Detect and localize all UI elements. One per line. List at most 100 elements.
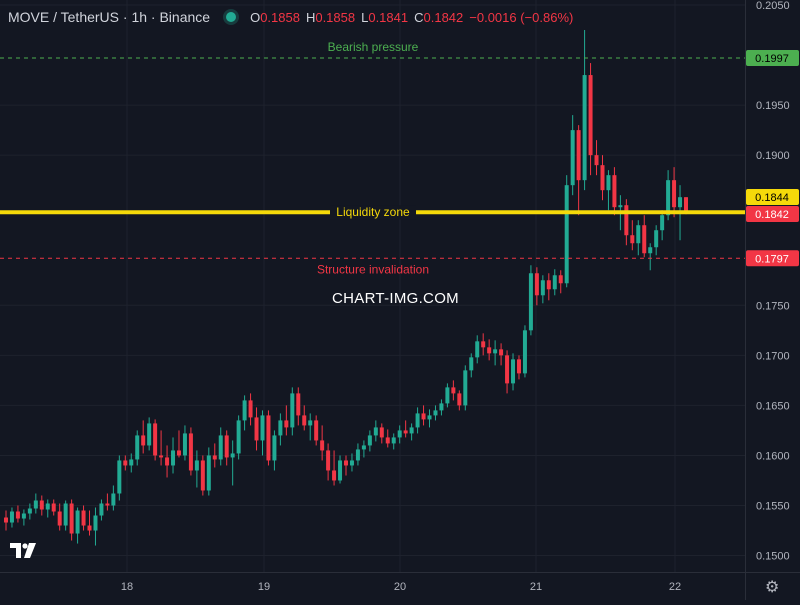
candle [660,210,665,241]
candle [81,505,86,531]
candle [540,275,545,304]
candle [636,220,641,256]
time-axis: 18 19 20 21 22 [121,581,681,593]
candle [379,423,384,444]
candle [439,399,444,416]
candle [147,417,152,451]
candle [9,507,14,528]
candle [648,243,653,271]
candle [361,440,366,458]
candle [594,140,599,176]
candle [57,503,62,531]
candle [373,420,378,442]
candle [218,427,223,466]
candle [445,383,450,408]
candle [236,415,241,460]
candle [21,509,26,526]
level-2[interactable]: Structure invalidation [0,257,745,276]
candle [200,455,205,496]
candle [212,443,217,468]
svg-text:0.1997: 0.1997 [755,53,789,65]
candle [397,425,402,444]
x-tick-label: 21 [530,581,542,593]
level-0[interactable]: Bearish pressure [0,40,745,59]
candle [153,419,158,461]
open-label: O [250,9,261,25]
price-tag-last: 0.1842 [746,206,799,222]
candle [135,430,140,466]
candle [427,409,432,428]
candle [159,430,164,466]
symbol-header: MOVE / TetherUS · 1h · Binance O 0.1858 … [8,7,573,27]
candle [314,415,319,446]
candle [338,455,343,484]
symbol-title[interactable]: MOVE / TetherUS · 1h · Binance [8,9,211,25]
close-label: C [414,9,424,25]
candle [33,493,38,514]
x-tick-label: 18 [121,581,133,593]
candle [284,405,289,436]
grid-lines [0,0,745,572]
candle [582,30,587,191]
candle [505,350,510,394]
candle [242,395,247,431]
candle [39,495,44,516]
level-1[interactable]: Liquidity zone [0,205,745,220]
candle [451,380,456,401]
candle [296,387,301,426]
candle [15,505,20,523]
candle [176,430,181,458]
candle [534,267,539,306]
candle [188,427,193,476]
candle [469,353,474,378]
candle [564,175,569,288]
candle [105,493,110,511]
price-tag-liquidity: 0.1844 [746,189,799,205]
candle [75,507,80,544]
candle [326,443,331,481]
level-label: Bearish pressure [328,40,419,54]
candle [182,425,187,461]
candle [99,499,104,521]
candle [481,333,486,356]
horizontal-levels: Bearish pressure Liquidity zone Structure … [0,40,745,276]
candle [63,500,68,531]
candle [355,443,360,466]
gear-icon[interactable]: ⚙ [765,579,780,596]
level-label: Structure invalidation [317,262,429,276]
x-tick-label: 19 [258,581,270,593]
low-value: 0.1841 [368,9,409,25]
candle [642,215,647,258]
candle [511,353,516,391]
candle [522,325,527,378]
candle [552,269,557,296]
candle [367,430,372,452]
candle [421,405,426,426]
candle [320,425,325,461]
candle [302,405,307,431]
candle [654,225,659,256]
candle [4,510,8,531]
candle [254,407,259,451]
candle [570,115,575,196]
y-tick-label: 0.1550 [756,501,790,513]
y-tick-label: 0.1500 [756,551,790,563]
price-tag-bearish: 0.1997 [746,50,799,67]
svg-text:0.1844: 0.1844 [755,192,789,204]
open-value: 0.1858 [260,9,300,25]
y-tick-label: 0.1900 [756,150,790,162]
candle [558,270,563,294]
candle [332,450,337,486]
candle [248,393,253,426]
level-label: Liquidity zone [336,205,410,219]
close-value: 0.1842 [423,9,464,25]
y-tick-label: 0.1650 [756,400,790,412]
tradingview-logo-icon[interactable] [10,541,38,559]
y-tick-label: 0.1700 [756,350,790,362]
candle [344,455,348,476]
candle [493,340,498,366]
y-tick-label: 0.1950 [756,100,790,112]
